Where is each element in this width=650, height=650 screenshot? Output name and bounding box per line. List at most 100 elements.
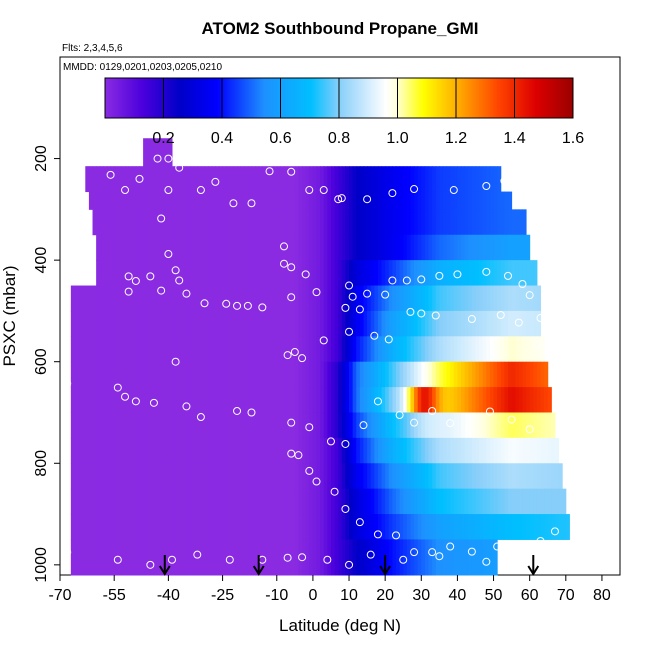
heatmap-cell xyxy=(497,514,502,540)
heatmap-cell xyxy=(511,336,516,363)
heatmap-cell xyxy=(287,539,292,576)
heatmap-cell xyxy=(442,310,448,337)
heatmap-cell xyxy=(312,336,318,363)
heatmap-cell xyxy=(262,336,267,363)
heatmap-cell xyxy=(511,361,516,388)
heatmap-cell xyxy=(208,234,213,261)
heatmap-cell xyxy=(410,285,415,312)
heatmap-cell xyxy=(367,412,372,439)
heatmap-cell xyxy=(262,166,267,193)
heatmap-cell xyxy=(385,437,390,464)
heatmap-cell xyxy=(294,166,299,193)
heatmap-cell xyxy=(504,285,509,312)
heatmap-cell xyxy=(349,412,354,439)
heatmap-cell xyxy=(312,166,318,193)
sample-point xyxy=(175,163,184,172)
heatmap-cell xyxy=(356,387,361,413)
sample-point xyxy=(283,351,292,360)
heatmap-cell xyxy=(489,260,495,287)
heatmap-cell xyxy=(486,310,491,337)
heatmap-cell xyxy=(432,387,437,413)
sample-point xyxy=(175,276,184,285)
heatmap-cell xyxy=(522,234,527,261)
heatmap-cell xyxy=(114,361,119,388)
heatmap-cell xyxy=(146,138,151,167)
heatmap-cell xyxy=(143,234,148,261)
heatmap-cell xyxy=(446,387,451,413)
x-tick-label: -55 xyxy=(103,587,126,604)
heatmap-cell xyxy=(208,437,213,464)
heatmap-cell xyxy=(92,387,97,413)
heatmap-cell xyxy=(74,387,79,413)
heatmap-cell xyxy=(237,191,242,210)
heatmap-cell xyxy=(218,463,224,490)
heatmap-cell xyxy=(424,166,430,193)
heatmap-cell xyxy=(500,463,505,490)
heatmap-cell xyxy=(453,437,458,464)
heatmap-cell xyxy=(215,336,220,363)
heatmap-cell xyxy=(406,488,411,515)
heatmap-cell xyxy=(251,437,256,464)
heatmap-cell xyxy=(345,437,350,464)
heatmap-cell xyxy=(211,437,216,464)
sample-point xyxy=(359,421,368,430)
sample-point xyxy=(547,342,556,351)
heatmap-cell xyxy=(229,412,234,439)
heatmap-cell xyxy=(161,285,166,312)
heatmap-cell xyxy=(439,191,444,210)
sample-point xyxy=(196,186,205,195)
heatmap-cell xyxy=(334,285,339,312)
heatmap-cell xyxy=(309,310,314,337)
heatmap-cell xyxy=(273,539,278,576)
heatmap-cell xyxy=(421,234,426,261)
heatmap-cell xyxy=(139,260,144,287)
heatmap-cell xyxy=(132,209,137,236)
heatmap-cell xyxy=(435,488,440,515)
heatmap-cell xyxy=(381,463,386,490)
heatmap-cell xyxy=(139,463,144,490)
heatmap-cell xyxy=(215,463,220,490)
heatmap-cell xyxy=(161,209,166,236)
heatmap-cell xyxy=(468,488,473,515)
heatmap-cell xyxy=(96,310,101,337)
heatmap-cell xyxy=(323,191,328,210)
heatmap-cell xyxy=(175,412,180,439)
heatmap-cell xyxy=(544,514,549,540)
heatmap-cell xyxy=(128,310,133,337)
heatmap-cell xyxy=(446,539,451,576)
heatmap-cell xyxy=(518,437,523,464)
heatmap-cell xyxy=(240,209,245,236)
heatmap-cell xyxy=(327,437,332,464)
sample-point xyxy=(399,555,408,564)
heatmap-cell xyxy=(442,514,448,540)
heatmap-cell xyxy=(341,310,346,337)
heatmap-cell xyxy=(486,539,491,576)
heatmap-cell xyxy=(424,488,430,515)
heatmap-cell xyxy=(493,209,498,236)
heatmap-cell xyxy=(291,191,296,210)
heatmap-cell xyxy=(461,209,466,236)
heatmap-cell xyxy=(247,166,252,193)
heatmap-cell xyxy=(128,412,133,439)
heatmap-cell xyxy=(446,437,451,464)
heatmap-cell xyxy=(446,514,451,540)
arrow-marker-head xyxy=(158,565,171,576)
heatmap-cell xyxy=(338,209,343,236)
heatmap-cell xyxy=(316,209,321,236)
colorbar-tick-label: 1.2 xyxy=(445,130,467,147)
heatmap-cell xyxy=(439,336,444,363)
heatmap-cell xyxy=(298,514,303,540)
heatmap-cell xyxy=(186,514,191,540)
heatmap-cell xyxy=(450,191,455,210)
heatmap-cell xyxy=(309,437,314,464)
heatmap-cell xyxy=(132,166,137,193)
heatmap-cell xyxy=(143,463,148,490)
heatmap-cell xyxy=(385,387,390,413)
heatmap-cell xyxy=(179,488,184,515)
sample-point xyxy=(196,413,205,422)
heatmap-cell xyxy=(518,514,523,540)
heatmap-cell xyxy=(323,209,328,236)
heatmap-cell xyxy=(482,166,487,193)
heatmap-cell xyxy=(262,539,267,576)
heatmap-cell xyxy=(193,463,198,490)
